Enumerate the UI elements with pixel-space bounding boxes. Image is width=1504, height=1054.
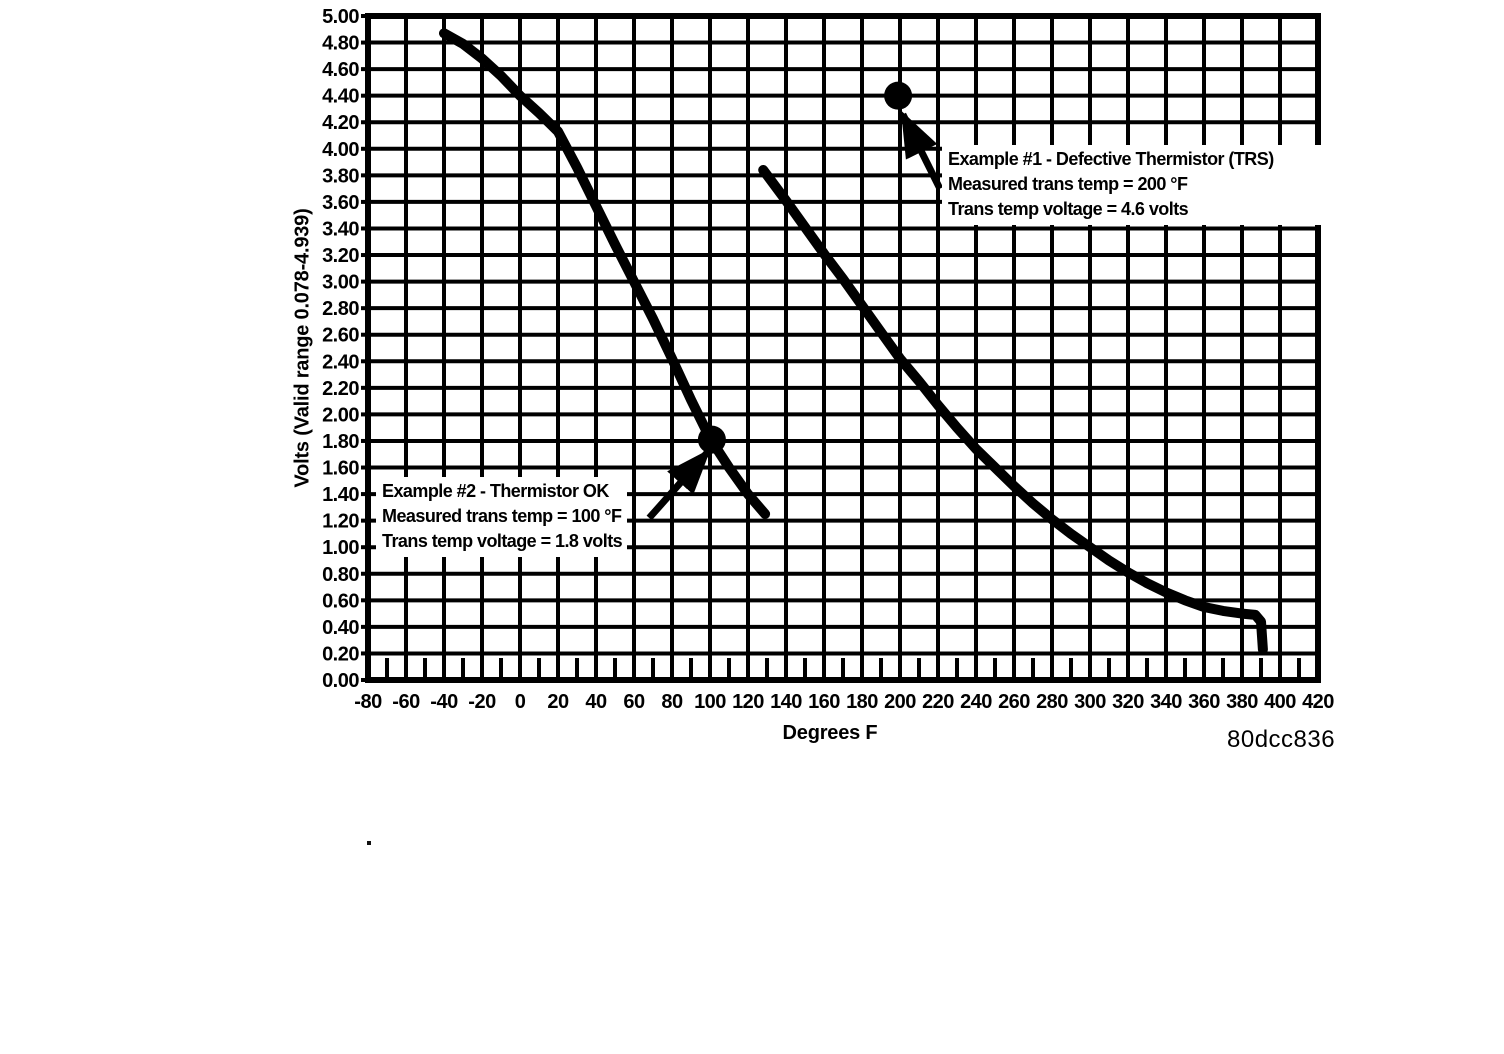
example-1-measured-temp: Measured trans temp = 200 °F (948, 174, 1188, 194)
example-2-point-dot (697, 425, 726, 454)
y-tick-label: 4.60 (322, 59, 359, 81)
x-tick-label: -60 (392, 691, 420, 713)
example-2-title: Example #2 - Thermistor OK (382, 481, 609, 501)
x-tick-label: 40 (585, 691, 607, 713)
y-tick-label: 0.40 (322, 617, 359, 639)
y-tick-label: 3.80 (322, 165, 359, 187)
y-tick-label: 1.80 (322, 431, 359, 453)
x-tick-label: -40 (430, 691, 458, 713)
y-tick-label: 5.00 (322, 6, 359, 28)
example-1-title: Example #1 - Defective Thermistor (TRS) (948, 149, 1274, 169)
example-1-arrow (899, 110, 944, 191)
y-tick-label: 2.20 (322, 378, 359, 400)
x-axis-title: Degrees F (782, 722, 878, 744)
x-tick-label: 0 (515, 691, 526, 713)
x-tick-label: 280 (1036, 691, 1068, 713)
x-tick-label: 180 (846, 691, 878, 713)
x-tick-label: 380 (1226, 691, 1258, 713)
y-tick-label: 2.40 (322, 351, 359, 373)
example-2-arrow (646, 448, 711, 521)
x-tick-label: 260 (998, 691, 1030, 713)
y-tick-label: 0.00 (322, 670, 359, 692)
y-tick-label: 4.80 (322, 33, 359, 55)
y-tick-label: 3.60 (322, 192, 359, 214)
example-1-annotation: Example #1 - Defective Thermistor (TRS) … (942, 145, 1321, 225)
y-tick-label: 0.60 (322, 590, 359, 612)
y-tick-label: 2.80 (322, 298, 359, 320)
thermistor-curve-high-temp-range (758, 165, 1268, 655)
x-tick-label: 60 (623, 691, 645, 713)
y-tick-label: 4.00 (322, 139, 359, 161)
y-tick-label: 3.20 (322, 245, 359, 267)
x-tick-label: 340 (1150, 691, 1182, 713)
thermistor-temperature-voltage-chart: -80 -60 -40 -20 0 20 40 60 80 100 120 140 160 180 200 2… (322, 6, 1335, 713)
x-tick-label: 120 (732, 691, 764, 713)
y-tick-label: 1.40 (322, 484, 359, 506)
x-tick-label: 200 (884, 691, 916, 713)
y-tick-label: 0.80 (322, 564, 359, 586)
x-tick-label: -80 (354, 691, 382, 713)
y-tick-label: 1.00 (322, 537, 359, 559)
y-tick-label: 2.00 (322, 404, 359, 426)
y-tick-label: 4.40 (322, 86, 359, 108)
y-tick-label: 1.20 (322, 511, 359, 533)
y-tick-label: 3.40 (322, 218, 359, 240)
y-tick-label: 1.60 (322, 458, 359, 480)
x-tick-label: 360 (1188, 691, 1220, 713)
x-tick-label: 160 (808, 691, 840, 713)
x-tick-label: 100 (694, 691, 726, 713)
example-1-voltage: Trans temp voltage = 4.6 volts (948, 199, 1189, 219)
y-axis-title: Volts (Valid range 0.078-4.939) (291, 208, 314, 488)
x-tick-label: 240 (960, 691, 992, 713)
x-tick-label: 400 (1264, 691, 1296, 713)
plot-border (365, 13, 1321, 683)
x-tick-label: 20 (547, 691, 569, 713)
example-2-measured-temp: Measured trans temp = 100 °F (382, 506, 622, 526)
x-tick-label: -20 (468, 691, 496, 713)
example-2-annotation: Example #2 - Thermistor OK Measured tran… (376, 477, 628, 557)
figure-code: 80dcc836 (1227, 726, 1336, 753)
x-tick-label: 80 (661, 691, 683, 713)
x-tick-label: 140 (770, 691, 802, 713)
example-2-voltage: Trans temp voltage = 1.8 volts (382, 531, 623, 551)
example-1-point-dot (884, 81, 913, 110)
y-tick-label: 3.00 (322, 272, 359, 294)
y-tick-label: 0.20 (322, 643, 359, 665)
scan-speck (367, 841, 371, 845)
x-tick-label: 320 (1112, 691, 1144, 713)
x-tick-label: 300 (1074, 691, 1106, 713)
x-tick-label: 220 (922, 691, 954, 713)
y-tick-label: 4.20 (322, 112, 359, 134)
x-tick-label: 420 (1302, 691, 1334, 713)
y-tick-label: 2.60 (322, 325, 359, 347)
